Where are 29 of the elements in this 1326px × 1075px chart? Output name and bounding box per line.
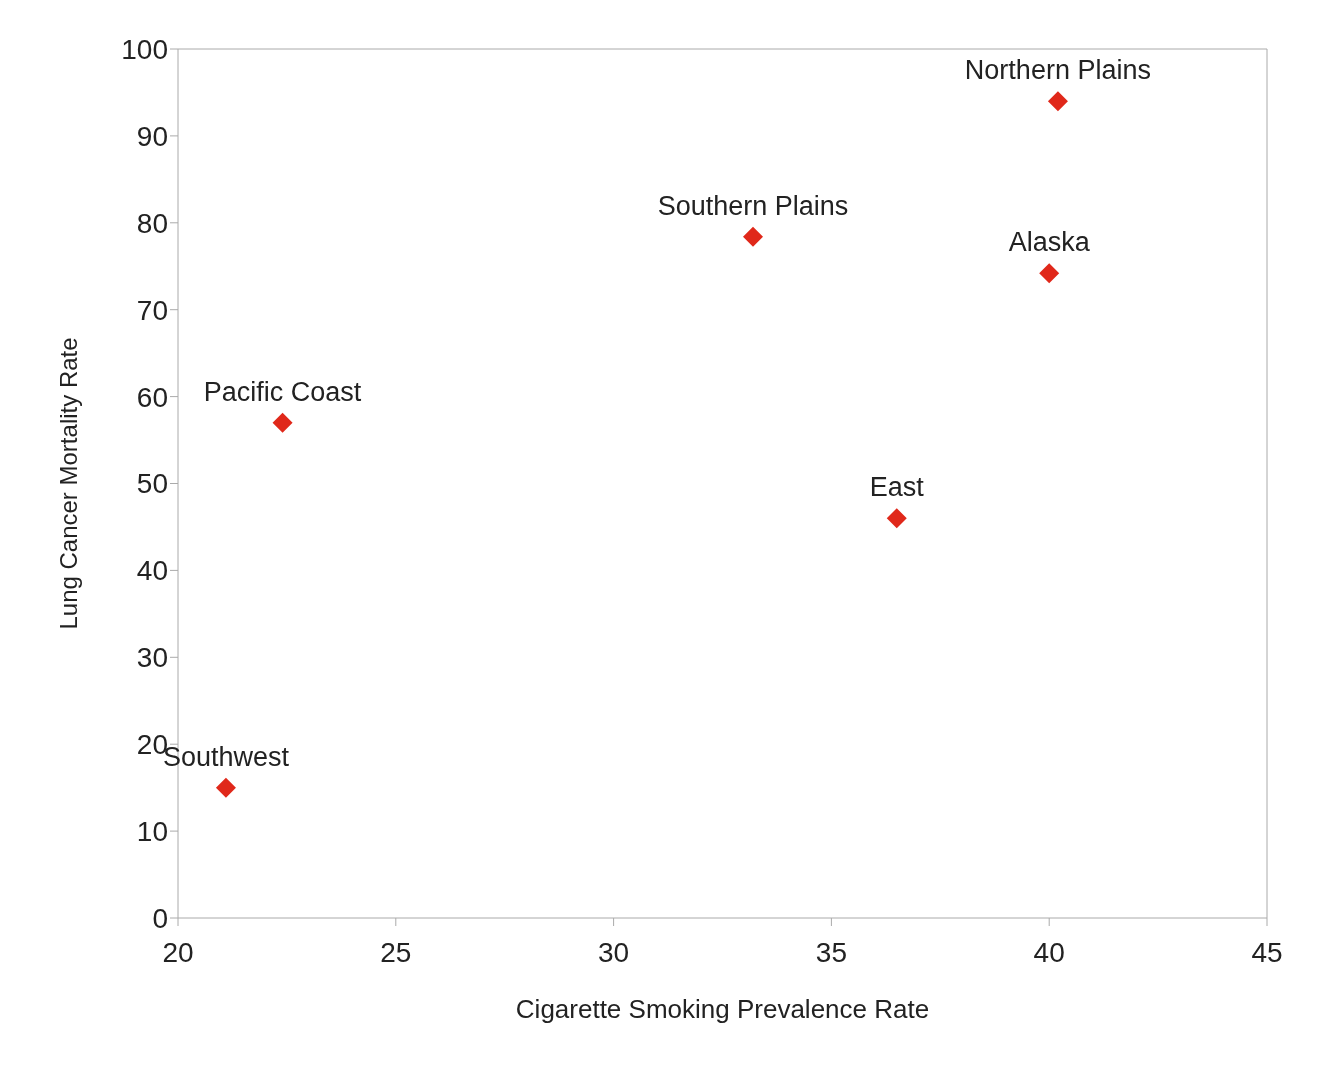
x-tick-label: 45 [1251,936,1283,968]
y-tick-label: 90 [136,120,168,152]
point [742,226,763,247]
point [886,508,907,529]
x-axis-title: Cigarette Smoking Prevalence Rate [515,994,930,1024]
y-tick-label: 70 [136,294,168,326]
x-tick-label: 40 [1033,936,1065,968]
annotation: Southern Plains [657,190,849,221]
y-tick-label: 80 [136,207,168,239]
annotation: Pacific Coast [203,376,362,407]
y-axis-title: Lung Cancer Mortality Rate [54,337,82,630]
x-tick-label: 20 [162,936,194,968]
x-tick-label: 35 [815,936,847,968]
point [215,777,236,798]
y-tick-label: 10 [136,816,168,848]
y-tick-label: 100 [121,33,168,65]
annotation: Alaska [1008,227,1091,258]
y-tick-label: 50 [136,468,168,500]
y-tick-label: 30 [136,642,168,674]
y-tick-label: 60 [136,381,168,413]
x-tick-label: 25 [380,936,412,968]
point [1039,263,1060,284]
annotation: Northern Plains [964,55,1151,86]
x-tick-label: 30 [598,936,630,968]
y-tick-label: 0 [152,902,168,934]
annotation: East [869,472,925,503]
y-tick-label: 40 [136,555,168,587]
point [1047,91,1068,112]
point [272,412,293,433]
